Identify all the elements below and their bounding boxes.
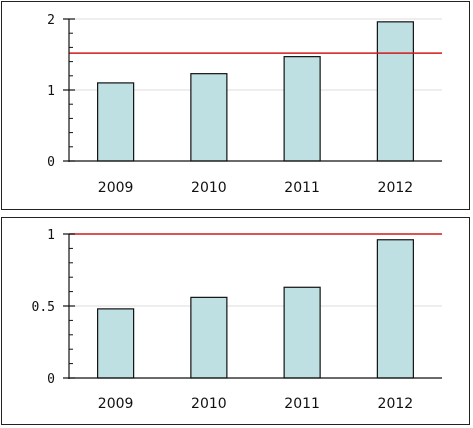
x-tick-label: 2009: [98, 396, 134, 412]
bar-2011: [283, 286, 321, 379]
x-tick-label: 2009: [98, 180, 134, 196]
y-tick-label: 0: [47, 155, 55, 170]
bar-2010: [190, 296, 228, 379]
y-tick-label: 0: [47, 372, 55, 387]
chart-panel-bottom: 0 0.5 1 2009 2010 2011 2012: [1, 217, 470, 425]
chart-panel-top: 0 1 2 2009 2010 2011 2012: [1, 1, 470, 210]
x-tick-label: 2011: [284, 180, 320, 196]
x-tick-label: 2010: [191, 396, 227, 412]
bar-2011: [283, 56, 321, 162]
x-tick-label: 2010: [191, 180, 227, 196]
bar-chart-top: 0 1 2 2009 2010 2011 2012: [47, 13, 442, 196]
bar-2010: [190, 73, 228, 162]
y-tick-label: 0.5: [32, 300, 55, 315]
x-tick-label: 2012: [378, 396, 414, 412]
bar-2012: [376, 239, 414, 379]
bar-2009: [97, 82, 135, 162]
bar-chart-bottom: 0 0.5 1 2009 2010 2011 2012: [32, 228, 442, 412]
y-tick-label: 1: [47, 228, 55, 243]
y-tick-label: 1: [47, 84, 55, 99]
x-tick-label: 2011: [284, 396, 320, 412]
x-tick-label: 2012: [378, 180, 414, 196]
bar-2012: [376, 21, 414, 162]
y-tick-label: 2: [47, 13, 55, 28]
bar-2009: [97, 308, 135, 379]
